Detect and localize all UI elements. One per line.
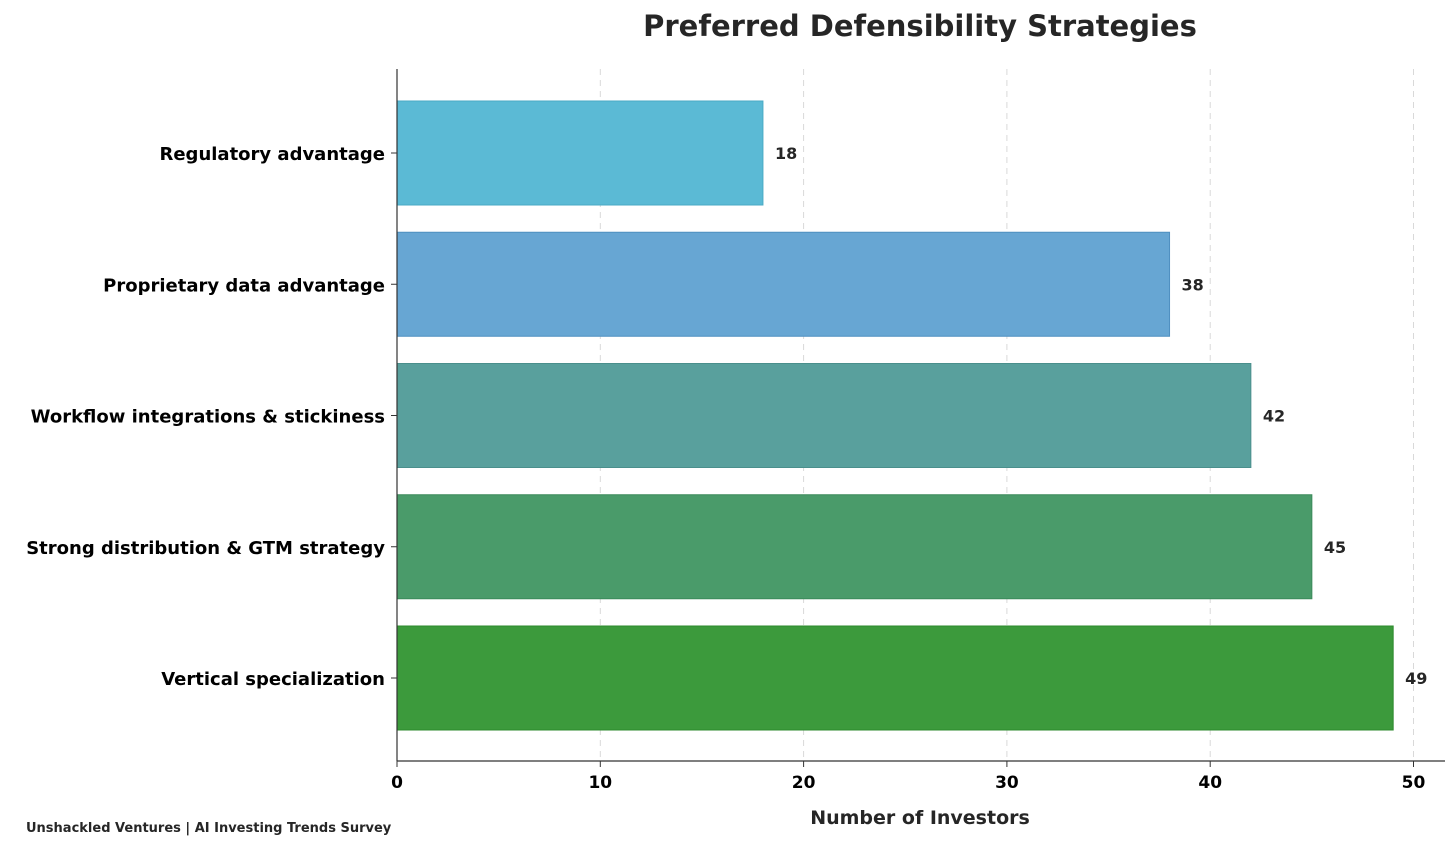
bars [396,100,1394,731]
chart-title: Preferred Defensibility Strategies [643,9,1197,43]
value-label: 49 [1405,669,1427,688]
value-label: 42 [1263,407,1285,426]
category-label: Regulatory advantage [159,144,385,165]
category-label: Proprietary data advantage [103,275,385,296]
bar-2 [396,363,1252,468]
x-tick-label: 40 [1198,773,1222,793]
x-axis-label: Number of Investors [810,807,1030,829]
source-note: Unshackled Ventures | AI Investing Trend… [26,821,392,836]
category-label: Vertical specialization [161,669,385,690]
bar-4 [396,625,1394,731]
value-label: 38 [1182,275,1204,294]
x-tick-label: 0 [391,773,403,793]
category-label: Workflow integrations & stickiness [31,407,385,428]
x-tick-label: 20 [792,773,816,793]
bar-3 [396,494,1313,600]
bar-0 [396,100,764,206]
value-label: 45 [1324,538,1346,557]
category-labels: Regulatory advantage Proprietary data adv… [26,144,397,690]
value-label: 18 [775,144,797,163]
bar-1 [396,231,1171,337]
x-tick-label: 10 [588,773,612,793]
x-ticks: 0 10 20 30 40 50 [391,761,1425,793]
x-tick-label: 50 [1402,773,1426,793]
x-tick-label: 30 [995,773,1019,793]
category-label: Strong distribution & GTM strategy [26,538,385,559]
value-labels: 18 38 42 45 49 [775,144,1427,688]
